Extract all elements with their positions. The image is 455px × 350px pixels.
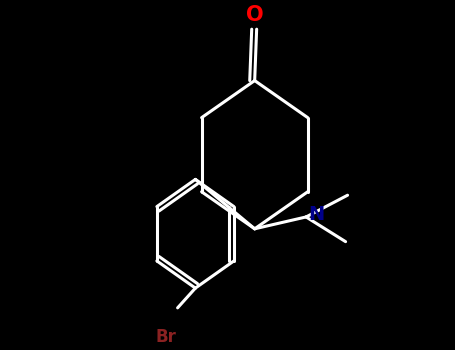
Text: N: N [308,205,324,224]
Text: Br: Br [155,328,176,346]
Text: O: O [246,5,263,25]
